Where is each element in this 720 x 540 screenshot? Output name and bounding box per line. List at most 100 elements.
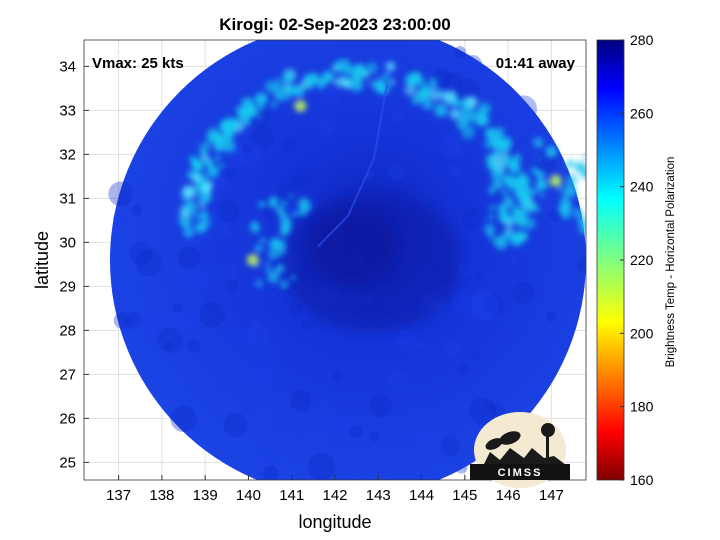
texture-blob xyxy=(108,181,133,207)
rainband-cell xyxy=(181,220,188,227)
rainband-cell xyxy=(268,251,276,260)
texture-blob xyxy=(335,414,354,433)
rainband-cell xyxy=(182,211,189,217)
tower-tank-icon xyxy=(541,423,555,437)
rainband-cell xyxy=(223,140,236,153)
texture-blob xyxy=(317,118,336,137)
colorbar: 160 180 200 220 240 260 280 Brightness Temp - … xyxy=(596,32,677,488)
texture-blob xyxy=(176,306,203,332)
rainband-cell xyxy=(495,180,505,190)
y-tick-label: 26 xyxy=(59,410,76,427)
rainband-cell xyxy=(491,138,504,150)
rainband-cell xyxy=(276,264,285,273)
texture-blob xyxy=(510,256,519,265)
rainband-cell xyxy=(577,217,586,226)
y-tick-label: 31 xyxy=(59,190,76,207)
y-tick-label: 33 xyxy=(59,102,76,119)
colorbar-scale xyxy=(596,39,625,481)
rainband-cell xyxy=(279,280,289,289)
warm-spot xyxy=(294,100,307,112)
colorbar-tick-label: 220 xyxy=(630,252,654,268)
texture-blob xyxy=(468,290,496,319)
rainband-cell xyxy=(535,178,548,191)
y-tick-label: 30 xyxy=(59,234,76,251)
rainband-cell xyxy=(564,189,569,194)
colorbar-tick-label: 280 xyxy=(630,32,654,48)
texture-blob xyxy=(177,155,188,165)
texture-blob xyxy=(451,292,471,312)
rainband-cell xyxy=(290,275,296,281)
rainband-cell xyxy=(560,201,572,214)
texture-blob xyxy=(414,425,438,449)
rainband-cell xyxy=(215,155,221,161)
logo-text: CIMSS xyxy=(498,467,543,479)
texture-blob xyxy=(228,160,240,172)
texture-blob xyxy=(454,461,468,474)
rainband-cell xyxy=(466,96,478,108)
rainband-cell xyxy=(477,114,490,127)
texture-blob xyxy=(132,323,143,334)
vmax-label: Vmax: 25 kts xyxy=(92,55,184,72)
rainband-cell xyxy=(353,64,367,79)
rainband-cell xyxy=(545,145,558,158)
cimss-logo: CIMSS xyxy=(470,412,570,488)
figure-title: Kirogi: 02-Sep-2023 23:00:00 xyxy=(219,15,451,34)
texture-blob xyxy=(256,449,275,468)
rainband-cell xyxy=(389,83,395,88)
rainband-cell xyxy=(186,171,194,179)
texture-blob xyxy=(471,308,486,323)
y-tick-labels: 25 26 27 28 29 30 31 32 33 34 xyxy=(59,58,89,471)
texture-blob xyxy=(469,397,497,425)
rainband-cell xyxy=(385,61,396,72)
texture-blob xyxy=(286,201,301,216)
texture-blob xyxy=(218,143,244,170)
texture-blob xyxy=(472,358,486,371)
rainband-cell xyxy=(238,105,252,119)
dish-icon xyxy=(499,431,521,445)
rainband-cell xyxy=(207,181,214,188)
rainband-cell xyxy=(365,62,378,74)
rainband-cell xyxy=(214,130,219,135)
rainband-cell xyxy=(368,81,374,86)
rainband-cell xyxy=(299,201,312,214)
rainband-cell xyxy=(488,187,496,195)
x-axis-label: longitude xyxy=(298,512,371,532)
x-tick-label: 139 xyxy=(193,487,218,504)
texture-blob xyxy=(135,249,162,277)
texture-blob xyxy=(469,213,488,232)
texture-blob xyxy=(306,428,330,451)
rainband-cell xyxy=(268,200,277,209)
rainband-cell xyxy=(494,235,509,250)
rainband-cell xyxy=(193,213,199,219)
rainband-cell xyxy=(317,79,326,89)
rainband-cell xyxy=(291,211,298,218)
colorbar-tick-label: 180 xyxy=(630,399,654,415)
texture-blob xyxy=(172,303,183,314)
rainband-cell xyxy=(429,82,437,90)
rainband-cell xyxy=(503,174,513,184)
rainband-cell xyxy=(390,78,395,83)
texture-blob xyxy=(300,319,313,331)
x-tick-label: 140 xyxy=(236,487,261,504)
texture-blob xyxy=(137,333,155,351)
rainband-cell xyxy=(558,186,564,192)
texture-blob xyxy=(391,109,404,122)
x-tick-label: 147 xyxy=(539,487,564,504)
rainband-cell xyxy=(566,159,575,169)
map-axes: 137 138 139 140 141 142 143 144 145 146 147 25 26 27… xyxy=(59,39,587,504)
texture-blob xyxy=(220,262,239,281)
y-tick-label: 28 xyxy=(59,322,76,339)
rainband-cell xyxy=(449,109,460,120)
rainband-cell xyxy=(478,102,491,115)
rainband-cell xyxy=(411,95,421,105)
texture-blob xyxy=(112,211,128,227)
texture-blob xyxy=(235,140,263,168)
texture-blob xyxy=(485,401,494,410)
texture-blob xyxy=(131,204,143,216)
colorbar-tick-label: 200 xyxy=(630,325,654,341)
texture-blob xyxy=(199,301,226,328)
texture-blob xyxy=(178,246,201,269)
y-tick-label: 29 xyxy=(59,278,76,295)
rainband-cell xyxy=(258,201,266,209)
rainband-cell xyxy=(271,101,277,108)
